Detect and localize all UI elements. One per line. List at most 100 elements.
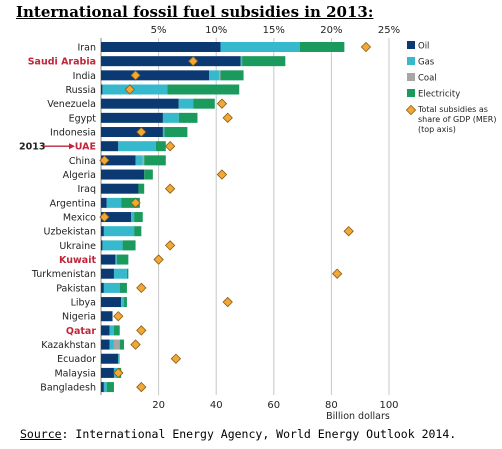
source-text: : International Energy Agency, World Ene… (61, 427, 457, 441)
x-axis-title: Billion dollars (326, 411, 390, 422)
gdp-share-marker (136, 381, 147, 393)
bar-segment-electricity (155, 141, 166, 152)
category-label: Argentina (50, 198, 96, 209)
bar-segment-gas (103, 226, 135, 237)
category-label: China (69, 156, 96, 167)
source-label: Source (20, 427, 62, 441)
gdp-share-marker (164, 240, 176, 251)
gdp-share-marker (153, 254, 164, 265)
bar-segment-electricity (299, 42, 345, 52)
category-label: Ecuador (57, 354, 96, 365)
top-axis-tick-label: 10% (205, 25, 227, 36)
bar-segment-oil (101, 325, 110, 336)
legend-label-gdp-share: share of GDP (MER) (418, 115, 496, 124)
category-label: Qatar (66, 326, 96, 337)
legend-diamond-swatch (405, 104, 417, 116)
bar-segment-gas (178, 98, 194, 109)
bar-segment-electricity (164, 127, 188, 138)
bar-segment-oil (101, 311, 113, 322)
bar-segment-oil (101, 98, 179, 109)
legend-swatch-gas (407, 57, 415, 65)
legend-label-oil: Oil (418, 42, 429, 52)
category-label: Pakistan (56, 283, 96, 294)
bar-segment-oil (101, 84, 103, 95)
category-label: Malaysia (54, 368, 96, 379)
legend-label-gdp-share: Total subsidies as (417, 105, 488, 114)
category-label: Nigeria (62, 312, 96, 323)
source-note: Source: International Energy Agency, Wor… (20, 427, 456, 441)
bar-segment-electricity (134, 212, 143, 223)
bar-segment-oil (101, 282, 104, 293)
legend-label-gas: Gas (418, 58, 435, 68)
bar-segment-oil (101, 155, 136, 166)
x-axis-tick-label: 80 (325, 400, 338, 411)
gdp-share-marker (130, 339, 141, 350)
year-marker-arrowhead (69, 143, 75, 150)
gdp-share-marker (113, 367, 124, 379)
bar-segment-electricity (242, 56, 286, 67)
gdp-share-marker (360, 41, 372, 53)
chart-title: International fossil fuel subsidies in 2… (16, 3, 374, 21)
category-label: Kuwait (59, 255, 96, 266)
bar-segment-gas (103, 382, 107, 393)
gdp-share-marker (343, 226, 354, 237)
bar-segment-electricity (144, 155, 166, 166)
bar-segment-coal (142, 155, 145, 166)
bar-segment-oil (101, 127, 163, 138)
bar-segment-gas (113, 268, 127, 279)
x-axis-tick-label: 40 (210, 400, 223, 411)
category-label: Ukraine (59, 241, 96, 252)
gdp-share-marker (331, 268, 343, 279)
gdp-share-marker (113, 311, 124, 322)
top-axis-tick-label: 20% (320, 25, 342, 36)
category-label: Iran (77, 43, 96, 54)
bar-segment-gas (209, 70, 220, 81)
gdp-share-marker (136, 126, 147, 138)
bar-segment-electricity (134, 226, 142, 237)
top-axis-tick-label: 25% (378, 25, 400, 36)
bar-segment-electricity (126, 268, 129, 279)
gdp-share-marker (216, 169, 228, 180)
bar-segment-oil (101, 268, 114, 279)
bar-segment-electricity (116, 254, 129, 265)
bar-segment-electricity (138, 183, 145, 194)
legend-swatch-coal (407, 73, 415, 81)
gdp-share-marker (222, 112, 233, 124)
bar-segment-oil (101, 226, 104, 237)
bar-segment-electricity (122, 240, 136, 251)
bar-segment-gas (162, 127, 165, 138)
bar-segment-coal (219, 70, 221, 81)
x-axis-tick-label: 60 (267, 400, 280, 411)
bar-segment-oil (101, 197, 107, 208)
bar-segment-oil (101, 339, 110, 350)
bar-segment-electricity (119, 282, 127, 293)
gdp-share-marker (130, 197, 141, 209)
bar-segment-electricity (167, 84, 240, 95)
bar-segment-oil (101, 56, 241, 67)
bar-segment-oil (101, 42, 221, 52)
category-label: Libya (71, 298, 96, 309)
top-axis-tick-label: 15% (263, 25, 285, 36)
category-label: Mexico (63, 213, 96, 224)
bar-segment-oil (101, 254, 116, 265)
bar-segment-gas (220, 42, 300, 52)
x-axis-tick-label: 100 (379, 400, 398, 411)
bar-segment-oil (101, 112, 163, 123)
category-label: Saudi Arabia (28, 57, 96, 68)
legend-swatch-oil (407, 41, 415, 49)
gdp-share-marker (99, 155, 110, 166)
bar-segment-gas (103, 282, 120, 293)
category-label: Turkmenistan (31, 269, 96, 280)
bar-segment-oil (101, 353, 119, 364)
bar-segment-gas (240, 56, 243, 67)
bar-segment-oil (101, 212, 132, 223)
x-axis-tick-label: 20 (152, 400, 165, 411)
bar-segment-electricity (124, 297, 127, 308)
category-label: Venezuela (47, 99, 96, 110)
bar-segment-electricity (144, 169, 153, 180)
bar-segment-electricity (220, 70, 244, 81)
bar-segment-gas (115, 254, 117, 265)
category-label: Algeria (63, 170, 96, 181)
bar-segment-oil (101, 141, 119, 152)
bar-segment-electricity (119, 339, 125, 350)
